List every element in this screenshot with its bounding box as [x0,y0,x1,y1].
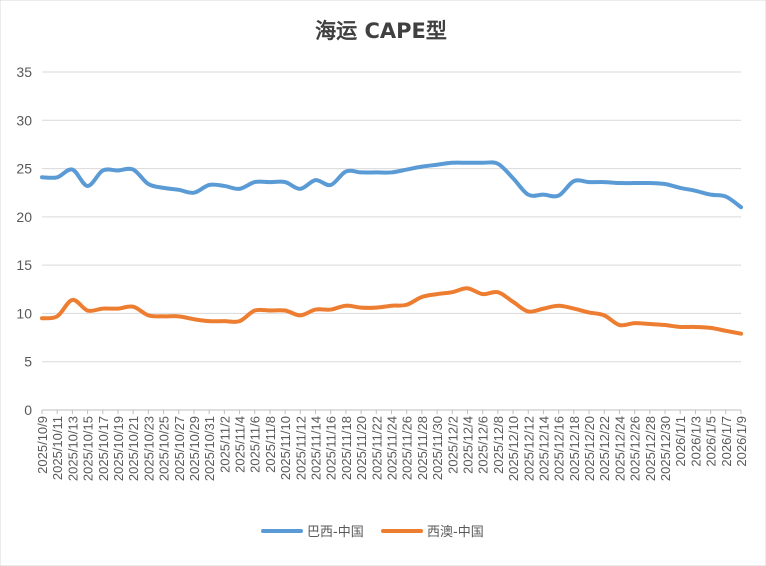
x-tick-label: 2025/11/16 [324,416,339,480]
x-tick-label: 2025/10/27 [172,416,187,481]
y-tick-label: 30 [16,112,32,128]
legend-label: 巴西-中国 [307,525,364,540]
legend-label: 西澳-中国 [427,524,484,540]
series-line-1 [40,160,743,210]
x-tick-label: 2025/11/28 [415,416,430,480]
x-tick-label: 2025/11/14 [309,416,324,480]
x-tick-label: 2025/10/15 [81,416,96,481]
x-tick-label: 2025/10/21 [126,416,141,481]
x-tick-label: 2025/11/24 [385,416,400,480]
x-tick-label: 2025/11/18 [339,416,354,480]
x-tick-label: 2025/12/24 [612,416,627,481]
x-tick-label: 2025/10/17 [96,416,111,481]
y-tick-label: 0 [24,402,32,418]
x-tick-label: 2025/11/12 [293,416,308,480]
x-tick-label: 2026/1/9 [734,416,749,467]
x-tick-label: 2025/12/18 [567,416,582,481]
x-tick-label: 2025/11/30 [430,416,445,480]
x-tick-label: 2025/12/16 [552,416,567,481]
x-tick-label: 2025/11/4 [233,416,248,473]
x-tick-label: 2026/1/1 [673,416,688,467]
x-tick-label: 2025/12/12 [521,416,536,481]
x-tick-label: 2025/10/11 [50,416,65,480]
x-tick-label: 2025/12/8 [491,416,506,474]
x-tick-label: 2025/12/2 [445,416,460,474]
x-tick-label: 2026/1/3 [688,416,703,467]
x-tick-label: 2025/10/19 [111,416,126,481]
x-axis: 2025/10/9 2025/10/11 2025/10/13 2025/10/15 2… [35,410,749,481]
y-tick-label: 35 [16,64,32,80]
chart-title: 海运 CAPE型 [315,19,447,43]
y-tick-label: 20 [16,209,32,225]
y-tick-label: 25 [16,161,32,177]
x-tick-label: 2025/11/26 [400,416,415,480]
x-tick-label: 2025/10/29 [187,416,202,481]
x-tick-label: 2025/10/31 [202,416,217,481]
x-tick-label: 2025/10/25 [157,416,172,481]
gridlines [42,71,741,411]
x-tick-label: 2025/11/8 [263,416,278,473]
legend: 巴西-中国 西澳-中国 [261,524,484,540]
x-tick-label: 2025/11/2 [217,416,232,473]
x-tick-label: 2025/11/20 [354,416,369,480]
x-tick-label: 2025/10/13 [65,416,80,481]
x-tick-label: 2025/10/9 [35,416,50,474]
x-tick-label: 2025/12/6 [476,416,491,474]
x-tick-label: 2025/12/26 [628,416,643,481]
x-tick-label: 2025/12/10 [506,416,521,481]
plot-area [40,160,743,336]
y-tick-label: 5 [24,354,32,370]
series-line-2 [40,286,743,336]
x-tick-label: 2025/12/28 [643,416,658,481]
y-axis: 0 5 10 15 20 25 30 35 [16,64,32,418]
x-tick-label: 2025/11/6 [248,416,263,473]
x-tick-label: 2025/12/30 [658,416,673,481]
x-tick-label: 2026/1/7 [719,416,734,467]
x-tick-label: 2025/12/22 [597,416,612,481]
x-tick-label: 2025/12/14 [536,416,551,481]
x-tick-label: 2025/10/23 [141,416,156,481]
x-tick-label: 2025/11/22 [369,416,384,480]
y-tick-label: 10 [16,305,32,321]
x-tick-label: 2025/12/20 [582,416,597,481]
x-tick-label: 2025/11/10 [278,416,293,480]
y-tick-label: 15 [16,257,32,273]
x-tick-label: 2025/12/4 [460,416,475,474]
x-tick-label: 2026/1/5 [704,416,719,467]
